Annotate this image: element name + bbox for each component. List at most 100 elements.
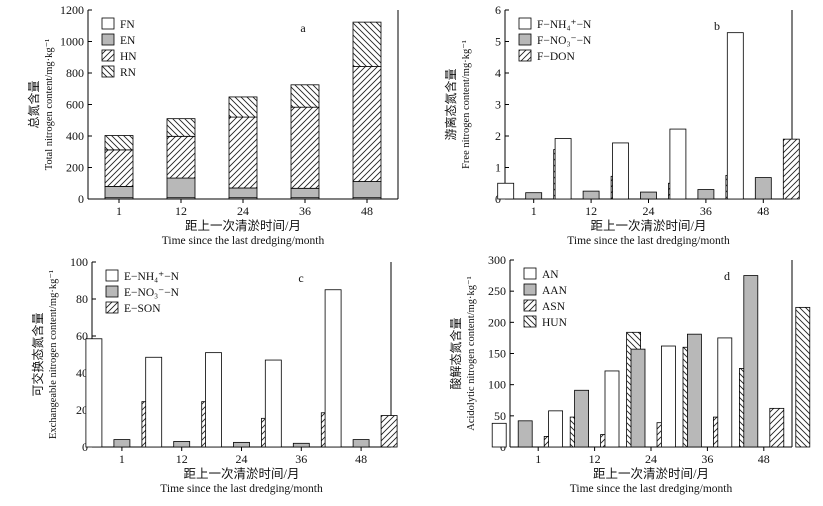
p1-bar-rn-1 <box>104 135 134 151</box>
p4-x-tick-label: 36 <box>701 452 713 466</box>
p2-y-axis-label-en: Free nitrogen content/mg·kg⁻¹ <box>461 40 472 169</box>
p1-x-tick-label: 36 <box>299 204 311 218</box>
p2-x-tick-label: 12 <box>585 204 597 218</box>
p3-y-axis-label-en: Exchangeable nitrogen content/mg·kg⁻¹ <box>48 270 59 439</box>
p3-y-tick-label: 0 <box>82 440 88 454</box>
p3-legend-swatch <box>105 301 119 314</box>
p3-legend-swatch <box>105 269 119 282</box>
p1-bar-en-24 <box>228 187 258 199</box>
p2-x-tick-label: 36 <box>700 204 712 218</box>
p4-legend-label: AN <box>542 269 559 281</box>
p2-bar-series1-1 <box>497 182 515 200</box>
p3-bar-series1-1 <box>85 338 103 448</box>
p3-legend-swatch <box>105 285 119 298</box>
p2-bar-series1-36 <box>669 128 687 200</box>
p1-bar-hn-12 <box>166 135 196 179</box>
p3-y-axis-label-cn: 可交换态氮含量 <box>30 312 45 396</box>
p2-y-tick-label: 3 <box>495 98 501 112</box>
p1-y-tick-label: 600 <box>66 98 84 112</box>
p4-legend-swatch <box>523 299 537 312</box>
p4-y-tick-label: 100 <box>488 378 506 392</box>
p4-bar-series2-12 <box>574 389 589 448</box>
p4-x-axis-label-cn: 距上一次清淤时间/月 <box>593 467 709 481</box>
p2-x-tick-label: 1 <box>531 204 537 218</box>
p2-x-axis-label-cn: 距上一次清淤时间/月 <box>591 219 707 233</box>
p4-legend-label: ASN <box>542 301 566 313</box>
p1-legend-label: FN <box>120 19 135 31</box>
p3-bar-series1-36 <box>264 359 282 448</box>
p2-legend-swatch <box>518 33 532 46</box>
p1-y-tick-label: 200 <box>66 161 84 175</box>
p1-y-tick-label: 1200 <box>60 3 84 17</box>
p3-y-tick-label: 40 <box>76 366 88 380</box>
p4-legend-swatch <box>523 283 537 296</box>
p2-bar-series1-48 <box>726 32 744 200</box>
p2-y-tick-label: 5 <box>495 35 501 49</box>
p4-bar-series2-24 <box>630 348 646 448</box>
p1-bar-rn-24 <box>228 96 258 118</box>
p3-bar-series1-12 <box>145 356 163 448</box>
p1-x-axis-label-en: Time since the last dredging/month <box>162 235 325 247</box>
p1-legend-swatch <box>101 49 115 62</box>
p3-bar-series2-48 <box>352 439 370 448</box>
p1-y-tick-label: 400 <box>66 129 84 143</box>
p1-bar-en-36 <box>290 187 320 199</box>
p3-bar-series2-12 <box>173 441 191 448</box>
p2-bar-series2-1 <box>525 192 543 200</box>
p4-bar-series2-36 <box>687 333 702 448</box>
p4-y-tick-label: 50 <box>494 409 506 423</box>
p4-x-tick-label: 48 <box>758 452 770 466</box>
p1-legend-swatch <box>101 17 115 30</box>
p4-y-tick-label: 300 <box>488 253 506 267</box>
p4-y-axis-label-cn: 酸解态氮含量 <box>448 317 463 389</box>
p4-x-tick-label: 24 <box>645 452 657 466</box>
p3-y-tick-label: 20 <box>76 403 88 417</box>
p1-bar-hn-36 <box>290 106 320 189</box>
p1-y-axis-label-en: Total nitrogen content/mg·kg⁻¹ <box>44 39 55 171</box>
p3-x-axis-label-cn: 距上一次清淤时间/月 <box>184 467 300 481</box>
p1-bar-hn-48 <box>352 66 382 182</box>
p2-bar-series2-24 <box>640 191 657 200</box>
p4-y-axis-label-en: Acidolytic nitrogen content/mg·kg⁻¹ <box>466 276 477 431</box>
p4-x-tick-label: 12 <box>589 452 601 466</box>
p4-y-tick-label: 200 <box>488 315 506 329</box>
p1-x-tick-label: 24 <box>237 204 249 218</box>
p1-y-axis-label-cn: 总氮含量 <box>26 80 41 128</box>
p1-x-axis-label-cn: 距上一次清淤时间/月 <box>185 219 301 233</box>
p2-y-axis-label-cn: 游离态氮含量 <box>443 68 458 140</box>
p3-x-tick-label: 12 <box>176 452 188 466</box>
p1-x-tick-label: 48 <box>361 204 373 218</box>
p4-bar-series1-1 <box>491 422 507 448</box>
p3-panel-letter: c <box>298 271 303 285</box>
p3-bar-series2-1 <box>113 439 131 448</box>
p2-y-tick-label: 1 <box>495 161 501 175</box>
p1-y-tick-label: 800 <box>66 66 84 80</box>
p1-panel-letter: a <box>300 21 306 35</box>
p1-bar-hn-1 <box>104 149 134 187</box>
p2-bar-series1-24 <box>612 142 629 200</box>
p4-panel-letter: d <box>724 269 730 283</box>
p3-legend-label: E−NH₄⁺−N <box>124 271 180 283</box>
p3-x-tick-label: 36 <box>295 452 307 466</box>
p3-x-tick-label: 1 <box>119 452 125 466</box>
p4-bar-series1-36 <box>661 345 676 448</box>
p2-legend-label: F−NH₄⁺−N <box>537 19 592 31</box>
p1-y-tick-label: 0 <box>78 192 84 206</box>
p3-y-tick-label: 80 <box>76 292 88 306</box>
p2-x-axis-label-en: Time since the last dredging/month <box>567 235 730 247</box>
p3-bar-series3-48 <box>380 415 398 448</box>
p2-bar-series2-48 <box>754 177 772 200</box>
p2-bar-series2-12 <box>582 190 600 200</box>
p4-bar-series3-48 <box>769 407 785 448</box>
p2-legend-swatch <box>518 49 532 62</box>
p3-x-axis-label-en: Time since the last dredging/month <box>160 483 323 495</box>
p4-legend-swatch <box>523 315 537 328</box>
p1-bar-rn-48 <box>352 21 382 67</box>
p1-bar-rn-36 <box>290 84 320 108</box>
p1-bar-rn-12 <box>166 118 196 137</box>
p1-bar-hn-24 <box>228 116 258 189</box>
p3-bar-series1-24 <box>205 352 222 448</box>
p1-bar-en-48 <box>352 181 382 199</box>
p2-panel-letter: b <box>714 19 720 33</box>
p2-x-tick-label: 24 <box>643 204 655 218</box>
